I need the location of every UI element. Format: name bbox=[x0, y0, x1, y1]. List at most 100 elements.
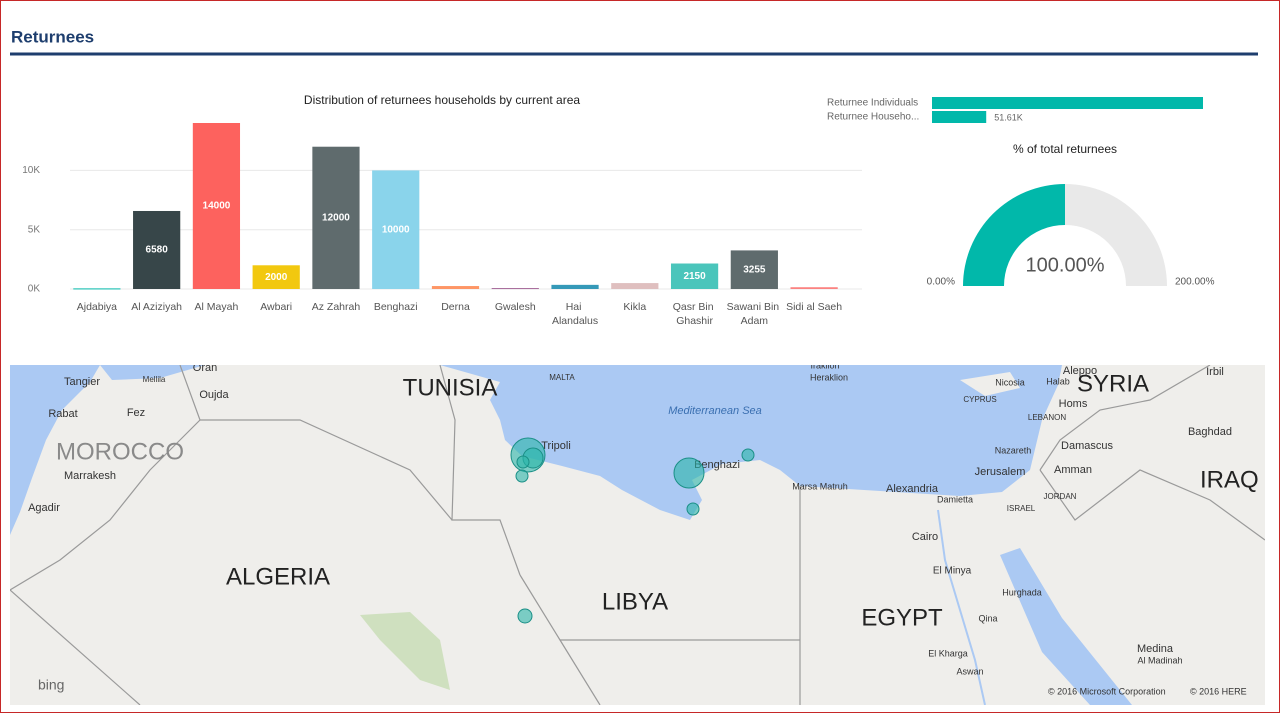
city-label: Agadir bbox=[28, 502, 60, 514]
country-label: MOROCCO bbox=[56, 438, 184, 465]
city-label: Benghazi bbox=[694, 459, 740, 471]
border bbox=[200, 419, 453, 521]
bar bbox=[932, 111, 987, 123]
bar-label: Returnee Individuals bbox=[827, 98, 918, 109]
city-label: Rabat bbox=[48, 408, 77, 420]
bar[interactable] bbox=[431, 286, 480, 289]
river bbox=[937, 509, 986, 705]
country-label: SYRIA bbox=[1077, 370, 1149, 397]
city-label: Iraklion bbox=[810, 360, 839, 370]
x-tick-label: Awbari bbox=[260, 301, 292, 313]
x-tick-label: Az Zahrah bbox=[312, 301, 361, 313]
park bbox=[360, 612, 450, 690]
city-label: ISRAEL bbox=[1007, 504, 1036, 513]
bar[interactable] bbox=[372, 170, 420, 289]
city-label: Damascus bbox=[1061, 440, 1113, 452]
border bbox=[1039, 469, 1265, 541]
city-label: Homs bbox=[1059, 398, 1088, 410]
city-label: Damietta bbox=[937, 494, 973, 504]
country-label: LIBYA bbox=[602, 588, 668, 615]
bar[interactable] bbox=[611, 283, 659, 289]
data-label: 51.61K bbox=[994, 112, 1023, 122]
bar[interactable] bbox=[192, 123, 241, 289]
city-label: El Kharga bbox=[928, 648, 968, 658]
city-label: Qina bbox=[978, 613, 997, 623]
city-label: CYPRUS bbox=[963, 395, 996, 404]
land-island bbox=[960, 372, 1020, 396]
map[interactable]: MOROCCO TUNISIA ALGERIA LIBYA EGYPT SYRIA IRAQ… bbox=[10, 360, 1265, 705]
water bbox=[1000, 548, 1132, 705]
city-label: Aleppo bbox=[1063, 365, 1097, 377]
city-label: Aswan bbox=[956, 666, 983, 676]
gauge-tick-label: 0.00% bbox=[927, 277, 955, 288]
city-label: Irbil bbox=[1206, 366, 1224, 378]
data-label: 14000 bbox=[203, 201, 231, 212]
city-label: MALTA bbox=[549, 373, 575, 382]
border bbox=[1039, 365, 1211, 471]
bar[interactable] bbox=[790, 287, 838, 289]
city-label: Baghdad bbox=[1188, 426, 1232, 438]
water bbox=[10, 365, 100, 535]
chart-title: % of total returnees bbox=[1013, 142, 1117, 156]
data-label: 10000 bbox=[382, 224, 410, 235]
x-tick-label: Sidi al Saeh bbox=[786, 301, 842, 313]
bar[interactable] bbox=[252, 265, 300, 289]
bar[interactable] bbox=[491, 288, 539, 290]
x-tick-label: Al Aziziyah bbox=[131, 301, 182, 313]
data-label: 12000 bbox=[322, 212, 350, 223]
city-label: Fez bbox=[127, 407, 145, 419]
country-label: IRAQ bbox=[1200, 466, 1259, 493]
location-bubble bbox=[516, 455, 530, 469]
map-copyright: © 2016 HERE bbox=[1190, 686, 1247, 696]
city-label: Medina bbox=[1137, 643, 1174, 655]
city-label: El Minya bbox=[933, 566, 972, 577]
gauge-fill bbox=[963, 184, 1065, 286]
location-bubble bbox=[686, 502, 700, 516]
water bbox=[100, 365, 205, 380]
city-label: JORDAN bbox=[1044, 492, 1077, 501]
city-label: Cairo bbox=[912, 531, 938, 543]
bar[interactable] bbox=[73, 288, 121, 290]
x-tick-label: Kikla bbox=[623, 301, 646, 313]
x-tick-label: Sawani Bin Adam bbox=[727, 301, 782, 327]
bar[interactable] bbox=[670, 263, 719, 289]
city-label: Hurghada bbox=[1002, 587, 1042, 597]
y-tick-label: 5K bbox=[28, 224, 41, 235]
data-label: 3255 bbox=[743, 264, 766, 275]
city-label: Nazareth bbox=[995, 445, 1032, 455]
x-tick-label: Benghazi bbox=[374, 301, 418, 313]
border bbox=[10, 365, 201, 591]
sea-label: Mediterranean Sea bbox=[668, 405, 762, 417]
city-label: Marrakesh bbox=[64, 470, 116, 482]
country-label: ALGERIA bbox=[226, 563, 330, 590]
x-tick-label: Al Mayah bbox=[195, 301, 239, 313]
bar[interactable] bbox=[551, 284, 599, 289]
country-label: TUNISIA bbox=[403, 374, 498, 401]
gauge-tick-label: 200.00% bbox=[1175, 277, 1215, 288]
location-bubble bbox=[517, 608, 533, 624]
city-label: Nicosia bbox=[995, 377, 1025, 387]
x-tick-label: Hai Alandalus bbox=[552, 301, 598, 327]
country-label: EGYPT bbox=[861, 604, 943, 631]
city-label: Tangier bbox=[64, 376, 100, 388]
x-tick-label: Derna bbox=[441, 301, 470, 313]
bar[interactable] bbox=[133, 210, 181, 289]
data-label: 2150 bbox=[683, 271, 706, 282]
gauge-track bbox=[1065, 184, 1167, 286]
page-title: Returnees bbox=[11, 27, 94, 46]
city-label: LEBANON bbox=[1028, 413, 1066, 422]
water bbox=[440, 365, 1062, 520]
city-label: Mellila bbox=[143, 375, 166, 384]
location-bubble bbox=[515, 469, 529, 483]
city-label: Halab bbox=[1046, 376, 1070, 386]
chart-title: Distribution of returnees households by … bbox=[304, 93, 580, 107]
x-tick-label: Gwalesh bbox=[495, 301, 536, 313]
x-tick-label: Ajdabiya bbox=[77, 301, 117, 313]
y-tick-label: 0K bbox=[28, 284, 41, 295]
city-label: Tripoli bbox=[541, 440, 571, 452]
bar[interactable] bbox=[730, 250, 778, 289]
city-label: Oran bbox=[193, 362, 217, 374]
bar[interactable] bbox=[312, 146, 360, 289]
data-label: 6580 bbox=[146, 245, 169, 256]
